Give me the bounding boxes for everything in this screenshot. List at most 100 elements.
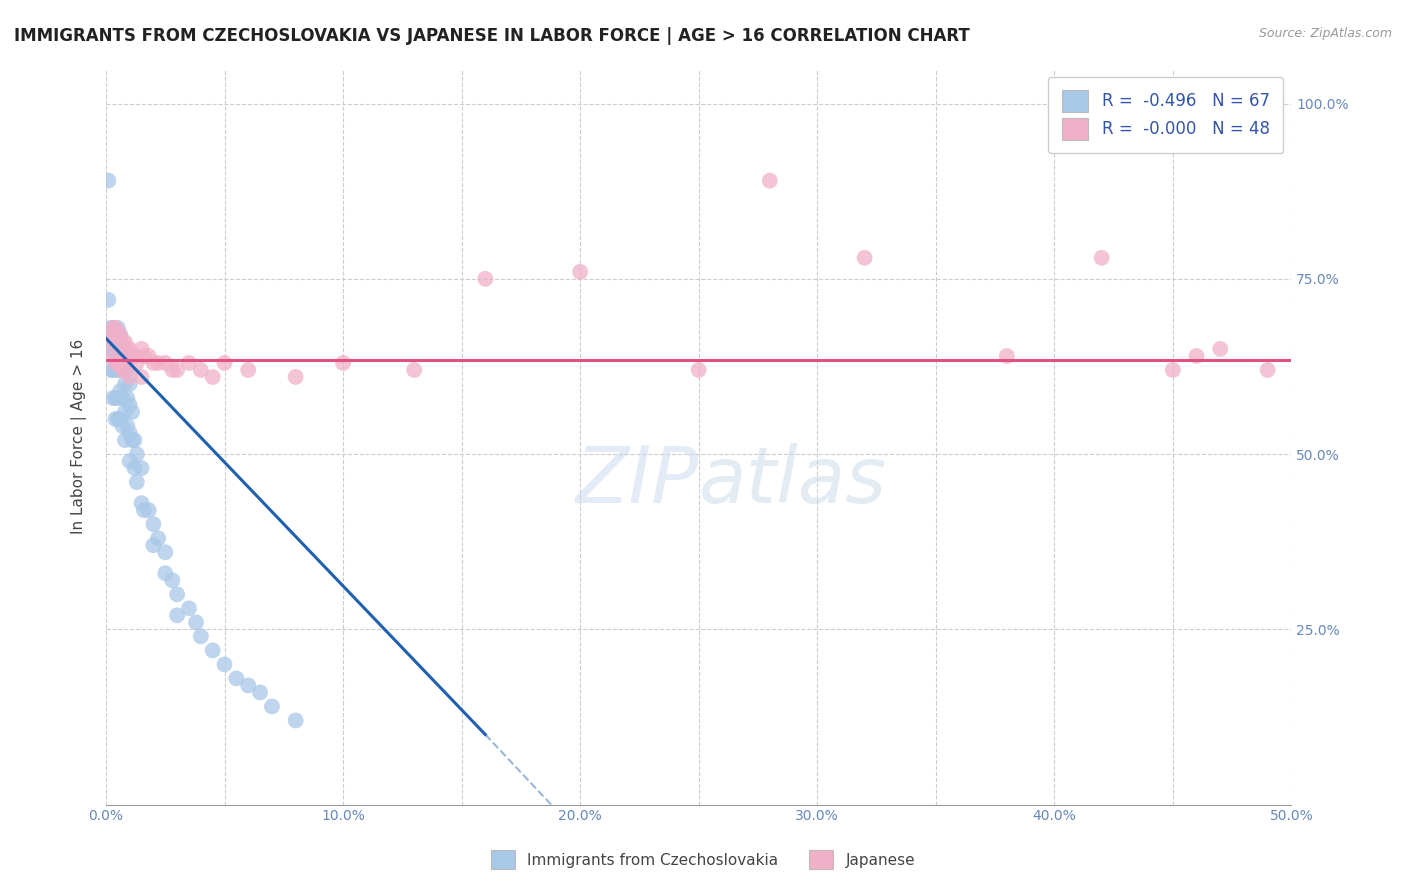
Point: [101, 321, 124, 335]
Point: [100, 342, 122, 356]
Legend: R =  -0.496   N = 67, R =  -0.000   N = 48: R = -0.496 N = 67, R = -0.000 N = 48: [1049, 77, 1284, 153]
Point: [117, 391, 139, 405]
Point: [114, 376, 136, 391]
Point: [101, 363, 124, 377]
Point: [101, 321, 124, 335]
Y-axis label: In Labor Force | Age > 16: In Labor Force | Age > 16: [72, 339, 87, 534]
Point: [124, 349, 146, 363]
Text: Source: ZipAtlas.com: Source: ZipAtlas.com: [1258, 27, 1392, 40]
Point: [114, 433, 136, 447]
Point: [107, 356, 129, 370]
Point: [284, 714, 307, 728]
Point: [214, 356, 236, 370]
Point: [110, 384, 132, 398]
Point: [332, 356, 354, 370]
Text: ZIP: ZIP: [575, 442, 699, 519]
Point: [142, 356, 165, 370]
Text: atlas: atlas: [699, 442, 887, 519]
Point: [1091, 251, 1114, 265]
Point: [190, 363, 212, 377]
Point: [100, 327, 122, 342]
Point: [125, 447, 148, 461]
Point: [146, 531, 169, 545]
Point: [124, 461, 146, 475]
Point: [131, 370, 153, 384]
Point: [260, 699, 283, 714]
Point: [97, 334, 120, 349]
Point: [155, 356, 177, 370]
Point: [1161, 363, 1184, 377]
Point: [110, 412, 132, 426]
Point: [104, 391, 127, 405]
Point: [162, 363, 184, 377]
Point: [118, 370, 141, 384]
Point: [238, 678, 260, 692]
Text: IMMIGRANTS FROM CZECHOSLOVAKIA VS JAPANESE IN LABOR FORCE | AGE > 16 CORRELATION: IMMIGRANTS FROM CZECHOSLOVAKIA VS JAPANE…: [14, 27, 970, 45]
Point: [111, 363, 134, 377]
Point: [101, 349, 124, 363]
Point: [118, 376, 141, 391]
Point: [104, 327, 127, 342]
Point: [97, 293, 120, 307]
Point: [121, 433, 143, 447]
Point: [125, 475, 148, 490]
Point: [107, 321, 129, 335]
Point: [146, 356, 169, 370]
Point: [104, 363, 127, 377]
Point: [138, 503, 160, 517]
Point: [110, 363, 132, 377]
Point: [107, 327, 129, 342]
Point: [110, 327, 132, 342]
Point: [142, 517, 165, 532]
Point: [132, 349, 155, 363]
Point: [162, 574, 184, 588]
Point: [104, 412, 127, 426]
Point: [107, 391, 129, 405]
Point: [131, 496, 153, 510]
Point: [110, 327, 132, 342]
Point: [131, 461, 153, 475]
Point: [111, 334, 134, 349]
Point: [111, 391, 134, 405]
Point: [117, 342, 139, 356]
Point: [131, 342, 153, 356]
Point: [1209, 342, 1232, 356]
Point: [184, 615, 207, 630]
Point: [853, 251, 876, 265]
Point: [1185, 349, 1208, 363]
Point: [101, 391, 124, 405]
Point: [117, 419, 139, 434]
Point: [688, 363, 710, 377]
Point: [118, 342, 141, 356]
Point: [124, 433, 146, 447]
Point: [101, 342, 124, 356]
Point: [166, 587, 188, 601]
Point: [111, 363, 134, 377]
Point: [166, 608, 188, 623]
Point: [474, 272, 496, 286]
Point: [117, 363, 139, 377]
Point: [404, 363, 426, 377]
Point: [201, 370, 224, 384]
Point: [166, 363, 188, 377]
Point: [100, 321, 122, 335]
Point: [284, 370, 307, 384]
Point: [238, 363, 260, 377]
Point: [1257, 363, 1279, 377]
Point: [758, 174, 780, 188]
Point: [177, 601, 200, 615]
Point: [995, 349, 1018, 363]
Point: [121, 405, 143, 419]
Legend: Immigrants from Czechoslovakia, Japanese: Immigrants from Czechoslovakia, Japanese: [485, 844, 921, 875]
Point: [118, 454, 141, 468]
Point: [107, 342, 129, 356]
Point: [569, 265, 592, 279]
Point: [132, 503, 155, 517]
Point: [214, 657, 236, 672]
Point: [155, 566, 177, 581]
Point: [114, 356, 136, 370]
Point: [114, 363, 136, 377]
Point: [107, 363, 129, 377]
Point: [177, 356, 200, 370]
Point: [142, 538, 165, 552]
